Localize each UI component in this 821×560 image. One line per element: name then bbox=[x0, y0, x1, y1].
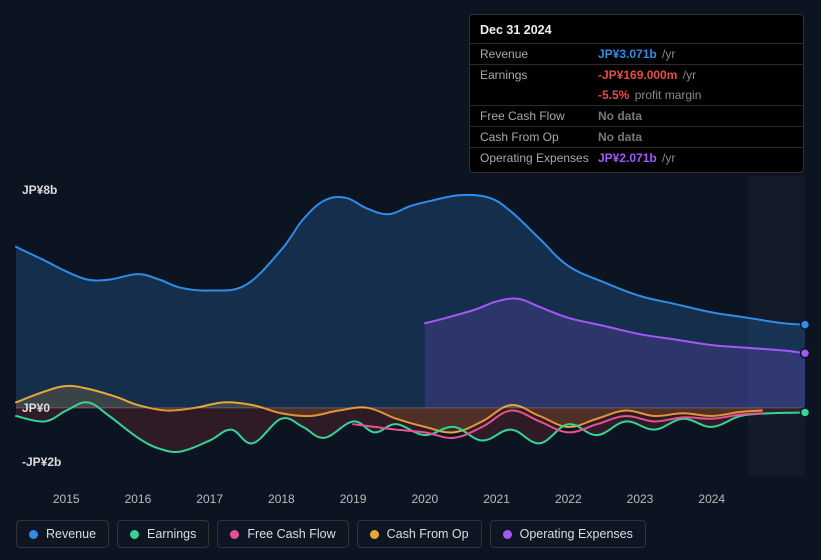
tooltip-row-label bbox=[480, 88, 598, 102]
x-tick-label: 2020 bbox=[411, 492, 438, 506]
x-tick-label: 2022 bbox=[555, 492, 582, 506]
y-tick-label: JP¥0 bbox=[22, 401, 50, 415]
y-tick-label: JP¥8b bbox=[22, 183, 57, 197]
tooltip-row-label: Free Cash Flow bbox=[480, 109, 598, 123]
tooltip-row: Earnings-JP¥169.000m /yr bbox=[470, 64, 803, 85]
tooltip-rows: RevenueJP¥3.071b /yrEarnings-JP¥169.000m… bbox=[470, 43, 803, 168]
x-tick-label: 2017 bbox=[196, 492, 223, 506]
tooltip-row-label: Operating Expenses bbox=[480, 151, 598, 165]
tooltip-row-value: -JP¥169.000m /yr bbox=[598, 68, 793, 82]
tooltip-row: -5.5% profit margin bbox=[470, 85, 803, 105]
y-tick-label: -JP¥2b bbox=[22, 455, 61, 469]
legend-label: Cash From Op bbox=[387, 527, 469, 541]
tooltip-row-value: JP¥2.071b /yr bbox=[598, 151, 793, 165]
legend-color-dot bbox=[230, 530, 239, 539]
financials-chart: JP¥8b JP¥0 -JP¥2b 2015 2016 2017 2018 2019 2020… bbox=[16, 158, 805, 508]
x-axis-labels: 2015 2016 2017 2018 2019 2020 2021 2022 2023 2024 bbox=[16, 492, 805, 510]
legend-label: Earnings bbox=[147, 527, 196, 541]
legend-item[interactable]: Operating Expenses bbox=[490, 520, 646, 548]
tooltip-row-value: No data bbox=[598, 130, 793, 144]
legend-label: Operating Expenses bbox=[520, 527, 633, 541]
chart-svg bbox=[16, 176, 805, 476]
legend-item[interactable]: Earnings bbox=[117, 520, 209, 548]
tooltip-row-value: JP¥3.071b /yr bbox=[598, 47, 793, 61]
tooltip-row: Free Cash FlowNo data bbox=[470, 105, 803, 126]
legend-item[interactable]: Revenue bbox=[16, 520, 109, 548]
legend-color-dot bbox=[130, 530, 139, 539]
x-tick-label: 2019 bbox=[340, 492, 367, 506]
legend-color-dot bbox=[503, 530, 512, 539]
tooltip-row: RevenueJP¥3.071b /yr bbox=[470, 43, 803, 64]
tooltip-row: Operating ExpensesJP¥2.071b /yr bbox=[470, 147, 803, 168]
legend-color-dot bbox=[370, 530, 379, 539]
x-tick-label: 2023 bbox=[627, 492, 654, 506]
x-tick-label: 2015 bbox=[53, 492, 80, 506]
tooltip-date: Dec 31 2024 bbox=[470, 19, 803, 43]
legend-label: Free Cash Flow bbox=[247, 527, 335, 541]
legend-item[interactable]: Cash From Op bbox=[357, 520, 482, 548]
chart-tooltip: Dec 31 2024 RevenueJP¥3.071b /yrEarnings… bbox=[469, 14, 804, 173]
legend-item[interactable]: Free Cash Flow bbox=[217, 520, 348, 548]
tooltip-row-label: Revenue bbox=[480, 47, 598, 61]
x-tick-label: 2018 bbox=[268, 492, 295, 506]
legend-label: Revenue bbox=[46, 527, 96, 541]
chart-legend: Revenue Earnings Free Cash Flow Cash From O… bbox=[16, 520, 646, 548]
tooltip-row-value: No data bbox=[598, 109, 793, 123]
tooltip-row-value: -5.5% profit margin bbox=[598, 88, 793, 102]
x-tick-label: 2024 bbox=[698, 492, 725, 506]
tooltip-row-label: Earnings bbox=[480, 68, 598, 82]
x-tick-label: 2021 bbox=[483, 492, 510, 506]
tooltip-row: Cash From OpNo data bbox=[470, 126, 803, 147]
x-tick-label: 2016 bbox=[125, 492, 152, 506]
legend-color-dot bbox=[29, 530, 38, 539]
tooltip-row-label: Cash From Op bbox=[480, 130, 598, 144]
